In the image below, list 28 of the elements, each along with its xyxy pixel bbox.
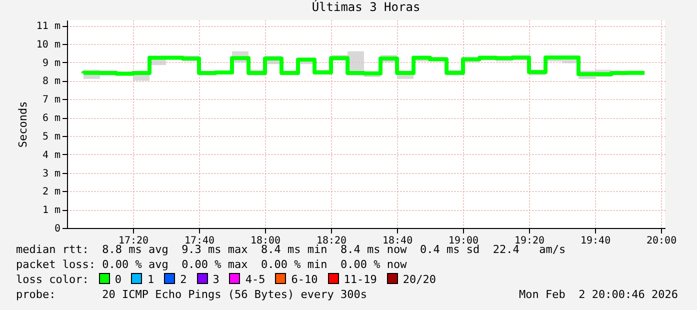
text: 11-19 xyxy=(344,273,377,286)
x-tick-label: 19:40 xyxy=(580,236,611,246)
text: packet loss: 0.00 % avg 0.00 % max 0.00 % min 0.00 % now xyxy=(16,257,408,272)
text: 2 xyxy=(180,273,187,286)
y-tick-label: 2 m xyxy=(42,186,60,198)
text: loss color: xyxy=(16,273,89,286)
y-tick-label: 5 m xyxy=(42,131,60,142)
y-tick-label: 7 m xyxy=(42,94,60,106)
y-tick-label: 1 m xyxy=(42,205,60,216)
text: Mon Feb 2 20:00:46 2026 xyxy=(519,287,678,302)
x-tick-label: 20:00 xyxy=(646,236,677,246)
text: 20/20 xyxy=(402,273,436,286)
y-tick-label: 11 m xyxy=(36,21,60,32)
y-tick-label: 8 m xyxy=(42,76,60,88)
y-tick-label: 3 m xyxy=(42,168,60,180)
y-tick-label: 4 m xyxy=(42,150,60,161)
text: 0 xyxy=(114,273,122,286)
y-axis-title: Seconds xyxy=(16,101,30,148)
text: 4-5 xyxy=(245,273,266,286)
text: 3 xyxy=(212,273,220,286)
y-tick-label: 10 m xyxy=(36,39,60,50)
text: 6-10 xyxy=(291,273,318,286)
chart-title: Últimas 3 Horas xyxy=(312,0,420,14)
text: probe: 20 ICMP Echo Pings (56 Bytes) every 300s xyxy=(16,288,367,301)
text: 1 xyxy=(147,273,154,286)
y-tick-label: 0 xyxy=(54,224,60,234)
y-tick-label: 6 m xyxy=(42,113,60,124)
y-tick-label: 9 m xyxy=(42,58,60,69)
